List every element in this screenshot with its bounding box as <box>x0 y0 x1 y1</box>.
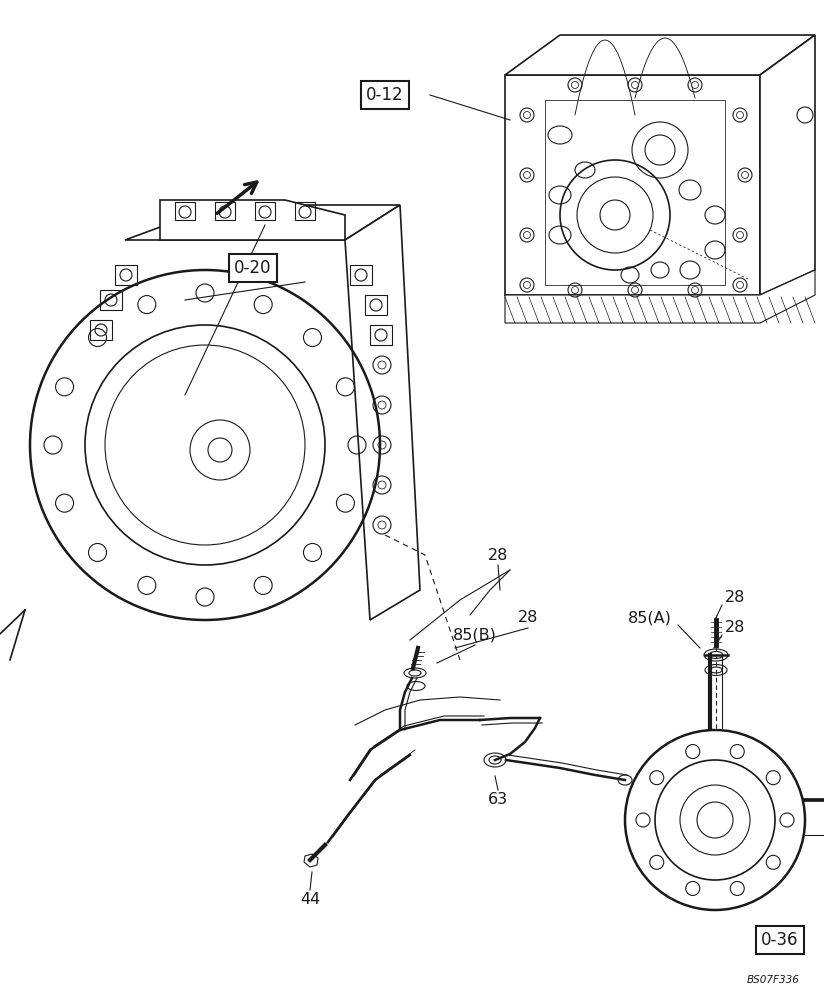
Text: 28: 28 <box>517 610 538 626</box>
Bar <box>295 202 315 220</box>
Text: 85(B): 85(B) <box>453 628 497 643</box>
Polygon shape <box>505 75 760 295</box>
Bar <box>365 295 387 315</box>
Polygon shape <box>160 200 345 240</box>
Polygon shape <box>505 35 815 75</box>
Bar <box>115 265 137 285</box>
Bar <box>100 290 122 310</box>
Text: 28: 28 <box>725 590 745 605</box>
Text: 0-20: 0-20 <box>234 259 272 277</box>
Bar <box>350 265 372 285</box>
Bar <box>215 202 235 220</box>
Bar <box>255 202 275 220</box>
Bar <box>90 320 112 340</box>
Polygon shape <box>345 205 420 620</box>
Text: 0-12: 0-12 <box>366 86 404 104</box>
Text: 44: 44 <box>300 892 321 908</box>
Text: BS07F336: BS07F336 <box>747 975 800 985</box>
Polygon shape <box>760 35 815 295</box>
Text: 63: 63 <box>488 792 508 808</box>
Text: 0-36: 0-36 <box>761 931 798 949</box>
Text: 28: 28 <box>488 548 508 562</box>
Text: 28: 28 <box>725 620 745 636</box>
Bar <box>370 325 392 345</box>
Bar <box>175 202 195 220</box>
Polygon shape <box>125 205 400 240</box>
Polygon shape <box>304 854 318 867</box>
Text: 85(A): 85(A) <box>628 610 672 626</box>
Polygon shape <box>505 270 815 323</box>
